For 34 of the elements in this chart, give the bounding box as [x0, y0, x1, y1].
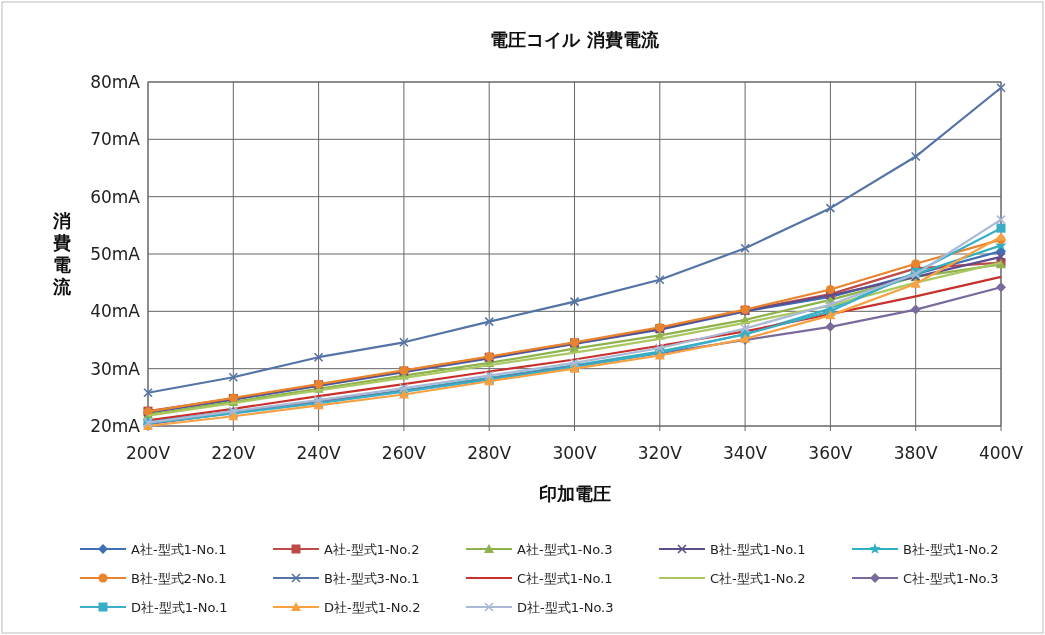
x-tick-label: 320V — [637, 443, 683, 463]
legend-label: C社-型式1-No.2 — [710, 571, 806, 586]
x-tick-label: 260V — [381, 443, 427, 463]
x-tick-label: 360V — [808, 443, 853, 463]
y-tick-label: 50mA — [90, 244, 141, 264]
legend-label: B社-型式1-No.1 — [710, 542, 806, 557]
x-tick-label: 340V — [723, 443, 768, 463]
legend-label: A社-型式1-No.3 — [517, 542, 613, 557]
chart-title: 電圧コイル 消費電流 — [490, 29, 660, 50]
legend-label: C社-型式1-No.1 — [517, 571, 613, 586]
y-tick-label: 30mA — [90, 358, 141, 379]
x-tick-label: 280V — [467, 443, 512, 463]
y-tick-label: 60mA — [90, 186, 141, 207]
x-tick-label: 240V — [296, 443, 342, 463]
legend-label: B社-型式2-No.1 — [131, 571, 227, 586]
legend-label: D社-型式1-No.1 — [131, 600, 228, 615]
legend-label: A社-型式1-No.2 — [324, 542, 420, 557]
legend-label: C社-型式1-No.3 — [903, 571, 999, 586]
y-tick-label: 70mA — [90, 129, 141, 150]
legend-label: D社-型式1-No.2 — [324, 600, 421, 615]
y-axis-title: 消費電流 — [52, 210, 72, 297]
x-tick-label: 200V — [125, 443, 171, 463]
legend-label: B社-型式3-No.1 — [324, 571, 420, 586]
x-tick-label: 380V — [893, 443, 939, 463]
y-tick-label: 20mA — [90, 416, 141, 436]
y-tick-label: 40mA — [90, 301, 141, 322]
x-tick-label: 300V — [552, 443, 597, 463]
x-tick-label: 220V — [211, 443, 256, 463]
legend-label: A社-型式1-No.1 — [131, 542, 227, 557]
x-axis-title: 印加電圧 — [538, 483, 611, 504]
x-tick-label: 400V — [978, 443, 1024, 463]
legend-label: B社-型式1-No.2 — [903, 542, 999, 557]
y-tick-label: 80mA — [90, 72, 141, 92]
legend-label: D社-型式1-No.3 — [517, 600, 614, 615]
